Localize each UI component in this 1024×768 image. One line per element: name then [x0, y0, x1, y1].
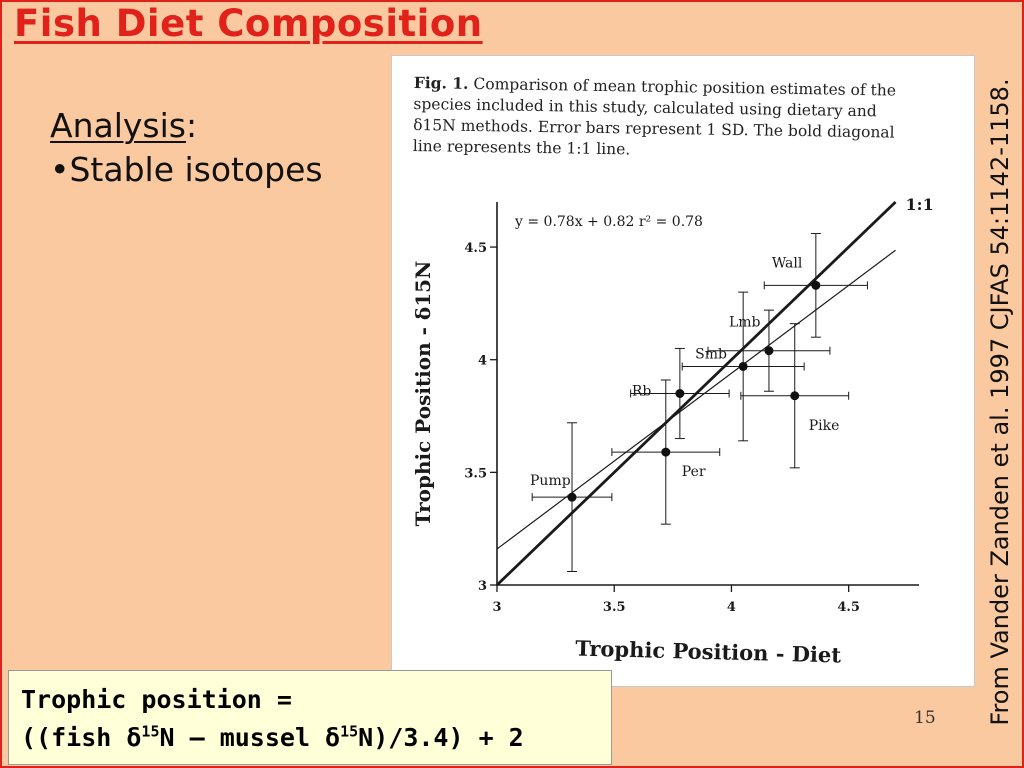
formula-line-1: Trophic position =: [21, 685, 292, 714]
y-axis-label: Trophic Position - δ15N: [411, 261, 435, 527]
identity-label: 1:1: [906, 195, 934, 214]
slide-number: 15: [914, 708, 936, 728]
formula-superscript-2: 15: [340, 722, 359, 741]
regression-line: [496, 249, 896, 550]
formula-part-b: N – mussel δ: [159, 723, 341, 752]
point-label-rb: Rb: [632, 384, 652, 400]
scatter-chart: 3 3.5 4 4.5 3 3.5 4 4.5 Trophic Position - Diet T…: [411, 195, 934, 668]
point-label-lmb: Lmb: [729, 315, 761, 331]
y-tick-label-0: 3: [478, 579, 487, 594]
trophic-formula: Trophic position = ((fish δ15N – mussel δ…: [21, 681, 524, 757]
data-point-smb: [738, 361, 748, 371]
data-point-pump: [567, 492, 577, 502]
formula-box: Trophic position = ((fish δ15N – mussel δ…: [8, 670, 612, 765]
regression-label: y = 0.78x + 0.82 r² = 0.78: [514, 214, 703, 230]
y-tick-label-2: 4: [478, 354, 487, 369]
x-tick-label-0: 3: [492, 600, 501, 615]
formula-superscript-1: 15: [141, 722, 160, 741]
point-label-pump: Pump: [530, 473, 571, 489]
analysis-heading: Analysis:: [50, 104, 323, 148]
formula-part-c: N)/3.4) + 2: [358, 723, 524, 752]
data-point-pike: [790, 391, 800, 401]
citation: From Vander Zanden et al. 1997 CJFAS 54:…: [986, 78, 1014, 726]
y-tick-label-3: 4.5: [464, 241, 487, 256]
analysis-bullet: •Stable isotopes: [50, 150, 323, 189]
analysis-label: Analysis: [50, 106, 186, 145]
slide-title: Fish Diet Composition: [14, 2, 483, 45]
x-tick-label-1: 3.5: [603, 600, 626, 615]
point-label-smb: Smb: [695, 346, 727, 362]
data-point-wall: [811, 280, 821, 290]
data-point-per: [661, 447, 671, 457]
x-axis-label: Trophic Position - Diet: [575, 636, 842, 668]
formula-part-a: ((fish δ: [21, 723, 142, 752]
x-tick-label-3: 4.5: [837, 600, 860, 615]
analysis-block: Analysis: •Stable isotopes: [50, 104, 323, 192]
x-tick-label-2: 4: [727, 600, 736, 615]
analysis-colon: :: [185, 106, 198, 145]
point-label-per: Per: [682, 464, 706, 480]
point-label-wall: Wall: [772, 255, 803, 271]
data-point-lmb: [764, 346, 774, 356]
data-point-rb: [675, 389, 685, 398]
point-label-pike: Pike: [809, 418, 840, 434]
figure-panel: Fig. 1. Comparison of mean trophic posit…: [391, 55, 975, 687]
y-tick-label-1: 3.5: [464, 466, 487, 481]
